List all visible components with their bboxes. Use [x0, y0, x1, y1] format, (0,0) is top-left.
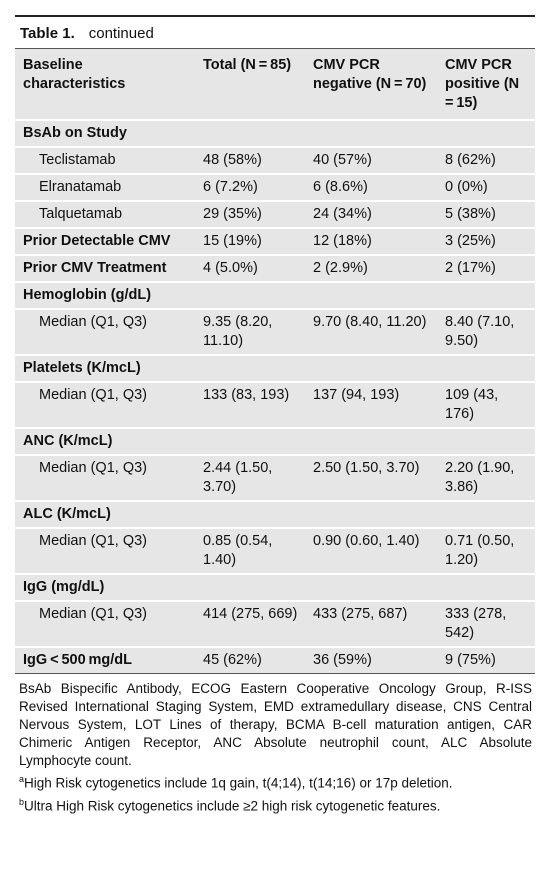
cell: 40 (57%) [305, 147, 437, 175]
item-row: Median (Q1, Q3) 414 (275, 669) 433 (275, 6… [15, 601, 535, 648]
cell [195, 574, 535, 602]
row-label: Prior Detectable CMV [15, 228, 195, 256]
footnote: aHigh Risk cytogenetics include 1q gain,… [19, 770, 532, 793]
group-row: Prior Detectable CMV 15 (19%) 12 (18%) 3 (2… [15, 228, 535, 256]
header-row: Baseline characteristics Total (N = 85) CM… [15, 48, 535, 121]
cell [195, 120, 535, 148]
item-row: Median (Q1, Q3) 133 (83, 193) 137 (94, 193… [15, 382, 535, 429]
cell: 8.40 (7.10, 9.50) [437, 309, 535, 356]
cell: 433 (275, 687) [305, 601, 437, 648]
cell: 48 (58%) [195, 147, 305, 175]
table-caption: Table 1. continued [15, 15, 535, 48]
group-row: Prior CMV Treatment 4 (5.0%) 2 (2.9%) 2 (17… [15, 255, 535, 283]
cell: 2.44 (1.50, 3.70) [195, 455, 305, 502]
footnote-mark: a [19, 774, 25, 784]
cell: 0.71 (0.50, 1.20) [437, 528, 535, 575]
group-row: ANC (K/mcL) [15, 428, 535, 456]
caption-text: continued [88, 25, 154, 42]
cell [195, 282, 535, 310]
cell [195, 428, 535, 456]
abbreviations: BsAb Bispecific Antibody, ECOG Eastern C… [19, 681, 532, 768]
cell [195, 355, 535, 383]
header-cell: Baseline characteristics [15, 48, 195, 121]
item-row: Talquetamab 29 (35%) 24 (34%) 5 (38%) [15, 201, 535, 229]
row-label: Talquetamab [15, 201, 195, 229]
cell: 12 (18%) [305, 228, 437, 256]
item-row: Teclistamab 48 (58%) 40 (57%) 8 (62%) [15, 147, 535, 175]
cell: 29 (35%) [195, 201, 305, 229]
footnote-mark: b [19, 796, 25, 807]
page: Table 1. continued Baseline characteristi… [15, 0, 535, 815]
cell: 0.85 (0.54, 1.40) [195, 528, 305, 575]
cell: 333 (278, 542) [437, 601, 535, 648]
header-cell: Total (N = 85) [195, 48, 305, 121]
cell: 9 (75%) [437, 647, 535, 674]
item-row: Median (Q1, Q3) 0.85 (0.54, 1.40) 0.90 (0.… [15, 528, 535, 575]
footnote: bUltra High Risk cytogenetics include ≥2… [19, 793, 532, 816]
cell: 36 (59%) [305, 647, 437, 674]
table: Baseline characteristics Total (N = 85) CM… [15, 48, 535, 674]
table-label: Table 1. [20, 25, 75, 42]
cell: 414 (275, 669) [195, 601, 305, 648]
row-label: Median (Q1, Q3) [15, 528, 195, 575]
row-label: Elranatamab [15, 174, 195, 202]
row-label: ALC (K/mcL) [15, 501, 195, 529]
cell: 45 (62%) [195, 647, 305, 674]
group-row: IgG < 500 mg/dL 45 (62%) 36 (59%) 9 (75%) [15, 647, 535, 674]
row-label: Median (Q1, Q3) [15, 601, 195, 648]
row-label: IgG (mg/dL) [15, 574, 195, 602]
row-label: Platelets (K/mcL) [15, 355, 195, 383]
group-row: IgG (mg/dL) [15, 574, 535, 602]
item-row: Elranatamab 6 (7.2%) 6 (8.6%) 0 (0%) [15, 174, 535, 202]
cell: 2.50 (1.50, 3.70) [305, 455, 437, 502]
cell: 9.70 (8.40, 11.20) [305, 309, 437, 356]
cell: 15 (19%) [195, 228, 305, 256]
group-row: Hemoglobin (g/dL) [15, 282, 535, 310]
cell: 0.90 (0.60, 1.40) [305, 528, 437, 575]
row-label: BsAb on Study [15, 120, 195, 148]
group-row: Platelets (K/mcL) [15, 355, 535, 383]
item-row: Median (Q1, Q3) 2.44 (1.50, 3.70) 2.50 (1.… [15, 455, 535, 502]
row-label: Median (Q1, Q3) [15, 309, 195, 356]
cell: 5 (38%) [437, 201, 535, 229]
footnote-text: High Risk cytogenetics include 1q gain, … [24, 775, 453, 791]
cell: 137 (94, 193) [305, 382, 437, 429]
group-row: ALC (K/mcL) [15, 501, 535, 529]
cell: 2 (17%) [437, 255, 535, 283]
cell: 24 (34%) [305, 201, 437, 229]
cell: 8 (62%) [437, 147, 535, 175]
header-cell: CMV PCR positive (N = 15) [437, 48, 535, 121]
cell: 0 (0%) [437, 174, 535, 202]
cell: 2 (2.9%) [305, 255, 437, 283]
row-label: Median (Q1, Q3) [15, 382, 195, 429]
header-cell: CMV PCR negative (N = 70) [305, 48, 437, 121]
item-row: Median (Q1, Q3) 9.35 (8.20, 11.10) 9.70 (8… [15, 309, 535, 356]
cell: 4 (5.0%) [195, 255, 305, 283]
row-label: Hemoglobin (g/dL) [15, 282, 195, 310]
row-label: Median (Q1, Q3) [15, 455, 195, 502]
notes: BsAb Bispecific Antibody, ECOG Eastern C… [15, 674, 535, 815]
cell: 6 (7.2%) [195, 174, 305, 202]
cell: 2.20 (1.90, 3.86) [437, 455, 535, 502]
row-label: ANC (K/mcL) [15, 428, 195, 456]
group-row: BsAb on Study [15, 120, 535, 148]
row-label: Prior CMV Treatment [15, 255, 195, 283]
cell [195, 501, 535, 529]
cell: 109 (43, 176) [437, 382, 535, 429]
row-label: IgG < 500 mg/dL [15, 647, 195, 674]
footnote-text: Ultra High Risk cytogenetics include ≥2 … [24, 798, 441, 813]
cell: 3 (25%) [437, 228, 535, 256]
cell: 6 (8.6%) [305, 174, 437, 202]
cell: 9.35 (8.20, 11.10) [195, 309, 305, 356]
cell: 133 (83, 193) [195, 382, 305, 429]
row-label: Teclistamab [15, 147, 195, 175]
